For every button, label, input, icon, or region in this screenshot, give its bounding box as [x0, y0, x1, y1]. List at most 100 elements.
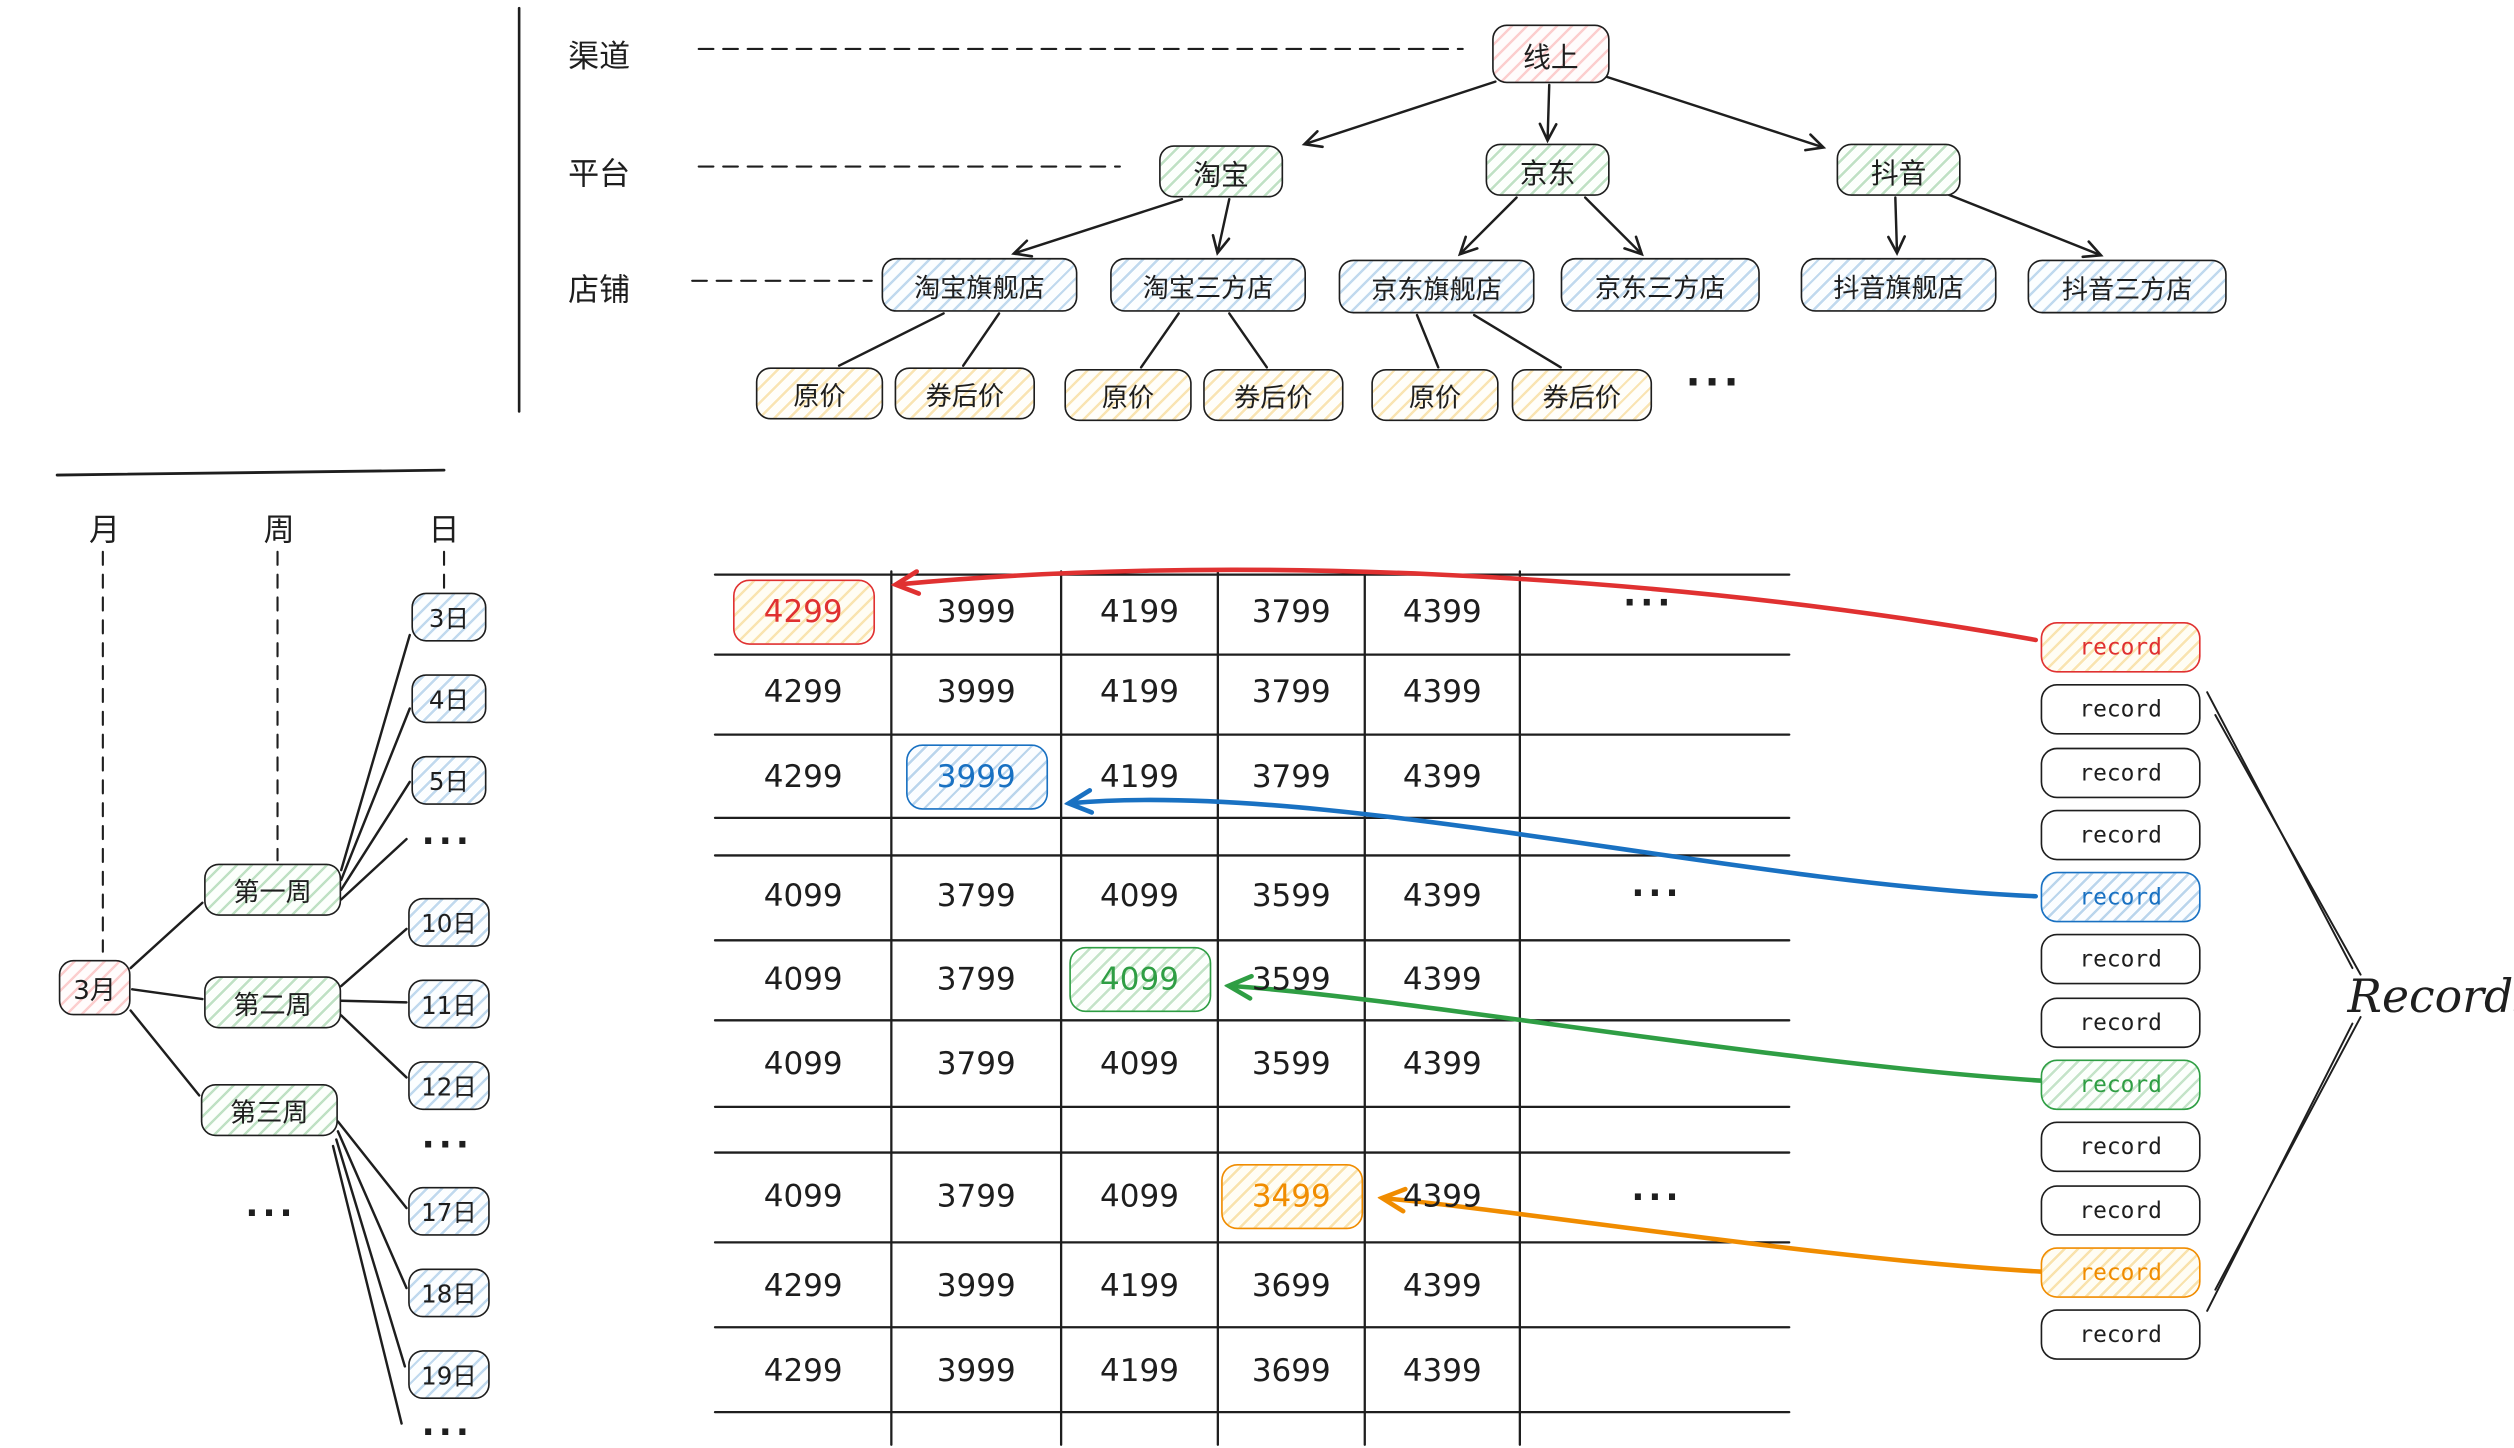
table-cell: 4399 [1402, 674, 1482, 711]
node-day-12: 12日 [408, 1061, 490, 1111]
table-row: 4299 3999 4199 3699 4399 [715, 1345, 1520, 1397]
record-item: record [2040, 1309, 2201, 1360]
table-cell: 3999 [936, 594, 1016, 631]
table-ellipsis-1: ... [1623, 574, 1675, 614]
record-item: record [2040, 997, 2201, 1049]
record-item: record [2040, 684, 2201, 735]
node-store-douyin-thirdparty: 抖音三方店 [2027, 259, 2227, 314]
table-cell: 4399 [1402, 594, 1482, 631]
node-price-original-3: 原价 [1371, 368, 1499, 422]
node-channel-online: 线上 [1492, 24, 1610, 84]
table-cell: 4199 [1099, 1353, 1179, 1390]
table-cell-highlighted: 4099 [1061, 946, 1218, 1013]
node-store-taobao-flagship: 淘宝旗舰店 [881, 257, 1078, 312]
table-cell: 4099 [1099, 1046, 1179, 1083]
table-row: 4299 3999 4199 3799 4399 [715, 744, 1520, 810]
weeks-ellipsis: ... [245, 1185, 297, 1225]
records-brace-lines [2206, 691, 2362, 1312]
node-day-5: 5日 [411, 755, 487, 805]
node-price-original-1: 原价 [755, 367, 884, 420]
table-cell: 4399 [1402, 1178, 1482, 1215]
table-cell: 4399 [1402, 1268, 1482, 1305]
table-cell: 4399 [1402, 961, 1482, 998]
record-item-red: record [2040, 621, 2201, 673]
table-row: 4299 3999 4199 3699 4399 [715, 1260, 1520, 1312]
arrow-green-record-to-cell [1231, 986, 2045, 1084]
table-cell-highlighted: 3999 [891, 744, 1061, 810]
table-cell: 4099 [763, 961, 843, 998]
node-store-jd-flagship: 京东旗舰店 [1338, 259, 1535, 314]
axis-label-channel: 渠道 [568, 39, 631, 76]
record-item: record [2040, 747, 2201, 799]
table-cell: 3999 [936, 1268, 1016, 1305]
table-cell: 3799 [936, 961, 1016, 998]
highlighted-cell-orange: 3499 [1220, 1163, 1363, 1230]
node-week-1: 第一周 [204, 863, 342, 916]
axis-label-platform: 平台 [568, 156, 631, 193]
node-day-4: 4日 [411, 674, 487, 724]
node-day-18: 18日 [408, 1268, 490, 1318]
days-ellipsis-1: ... [421, 812, 473, 853]
days-ellipsis-2: ... [421, 1116, 473, 1156]
node-day-10: 10日 [408, 897, 490, 947]
table-cell: 3599 [1251, 961, 1331, 998]
table-cell-highlighted: 4299 [715, 579, 891, 645]
node-platform-taobao: 淘宝 [1159, 145, 1284, 198]
product-tree-connectors [837, 75, 2104, 369]
table-cell: 3799 [1251, 594, 1331, 631]
table-row: 4099 3799 4099 3599 4399 [715, 1038, 1520, 1090]
time-tree-rule [55, 468, 446, 477]
table-cell: 3799 [1251, 759, 1331, 796]
table-cell: 4299 [763, 1353, 843, 1390]
node-price-original-2: 原价 [1064, 368, 1192, 422]
node-platform-douyin: 抖音 [1836, 143, 1961, 196]
node-day-17: 17日 [408, 1186, 490, 1236]
table-cell: 3599 [1251, 878, 1331, 915]
node-platform-jd: 京东 [1485, 143, 1610, 196]
table-cell: 4299 [763, 674, 843, 711]
table-cell: 3699 [1251, 1353, 1331, 1390]
table-row: 4299 3999 4199 3799 4399 [715, 666, 1520, 718]
node-store-jd-thirdparty: 京东三方店 [1560, 257, 1760, 312]
table-cell: 4199 [1099, 1268, 1179, 1305]
table-cell: 4199 [1099, 674, 1179, 711]
table-cell: 3999 [936, 1353, 1016, 1390]
table-row: 4099 3799 4099 3599 4399 [715, 946, 1520, 1013]
table-cell: 4399 [1402, 759, 1482, 796]
table-row: 4099 3799 4099 3599 4399 [715, 870, 1520, 922]
node-price-coupon-1: 券后价 [894, 367, 1036, 420]
record-item: record [2040, 1185, 2201, 1236]
table-cell: 4099 [763, 1178, 843, 1215]
highlighted-cell-blue: 3999 [905, 744, 1048, 810]
table-cell: 3699 [1251, 1268, 1331, 1305]
axis-label-store: 店铺 [568, 272, 631, 309]
table-cell: 3799 [936, 1178, 1016, 1215]
records-title: Records [2347, 969, 2514, 1024]
node-price-coupon-2: 券后价 [1203, 368, 1344, 422]
table-cell: 3799 [936, 1046, 1016, 1083]
time-header-month: 月 [88, 512, 120, 549]
record-item-green: record [2040, 1059, 2201, 1111]
record-item: record [2040, 933, 2201, 985]
table-cell: 4099 [1099, 878, 1179, 915]
record-item-blue: record [2040, 871, 2201, 923]
table-ellipsis-3: ... [1631, 1168, 1683, 1209]
node-store-douyin-flagship: 抖音旗舰店 [1800, 257, 1997, 312]
table-row: 4299 3999 4199 3799 4399 [715, 579, 1520, 645]
time-tree-connectors [55, 468, 446, 1425]
table-cell: 4399 [1402, 1046, 1482, 1083]
node-day-11: 11日 [408, 979, 490, 1029]
node-day-19: 19日 [408, 1350, 490, 1400]
table-cell: 3799 [1251, 674, 1331, 711]
node-month-march: 3月 [58, 959, 131, 1016]
table-cell-highlighted: 3499 [1218, 1163, 1365, 1230]
time-header-week: 周 [263, 512, 295, 549]
table-cell: 4099 [763, 1046, 843, 1083]
table-cell: 3999 [936, 674, 1016, 711]
highlighted-cell-green: 4099 [1068, 946, 1211, 1013]
table-row: 4099 3799 4099 3499 4399 [715, 1163, 1520, 1230]
table-ellipsis-2: ... [1631, 865, 1683, 905]
record-item: record [2040, 1121, 2201, 1173]
